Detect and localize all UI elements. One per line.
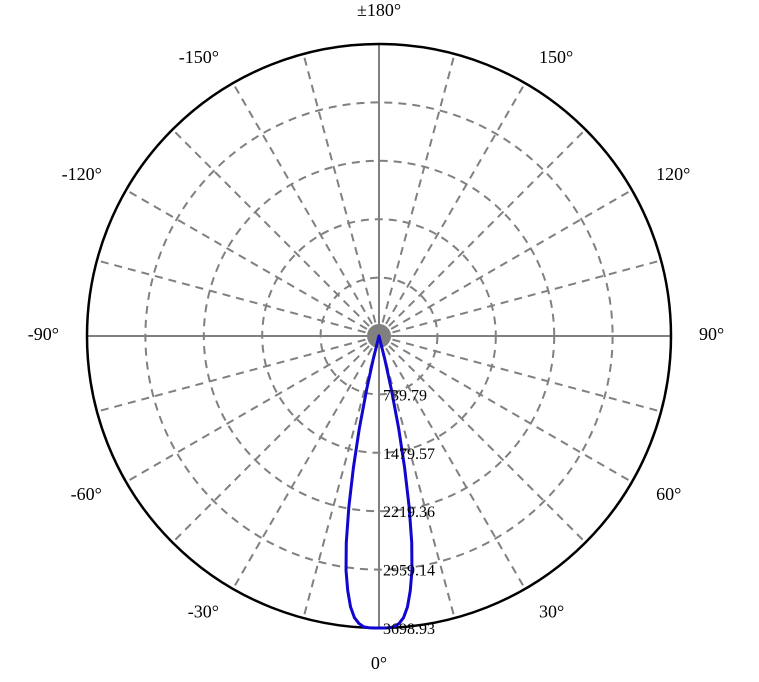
angle-label: -120° [62,164,102,184]
grid-spoke [126,336,379,482]
angle-label: 30° [539,601,564,621]
angle-label: 120° [656,164,690,184]
angle-label: ±180° [357,0,401,20]
angle-label: 60° [656,484,681,504]
grid-spoke [379,190,632,336]
grid-spoke [379,130,585,336]
radial-tick-label: 2219.36 [383,504,435,521]
angle-label: -30° [188,601,219,621]
grid-spoke [303,54,379,336]
radial-tick-label: 3698.93 [383,621,435,638]
grid-spoke [379,54,455,336]
grid-spoke [173,130,379,336]
angle-label: -150° [179,47,219,67]
polar-chart: 739.79 1479.57 2219.36 2959.14 3698.93 0° 30° 6… [0,0,759,677]
angle-label: 90° [699,324,724,344]
grid-spoke [233,83,379,336]
radial-tick-label: 1479.57 [383,446,435,463]
radial-tick-label: 739.79 [383,387,427,404]
grid-spoke [233,336,379,589]
angle-label: 150° [539,47,573,67]
angle-label: -90° [28,324,59,344]
grid-spoke [379,83,525,336]
angle-label: -60° [71,484,102,504]
grid-spoke [126,190,379,336]
grid-spoke [379,260,661,336]
radial-tick-label: 2959.14 [383,563,435,580]
grid-spoke [97,260,379,336]
angle-label: 0° [371,653,387,673]
grid-spoke [97,336,379,412]
